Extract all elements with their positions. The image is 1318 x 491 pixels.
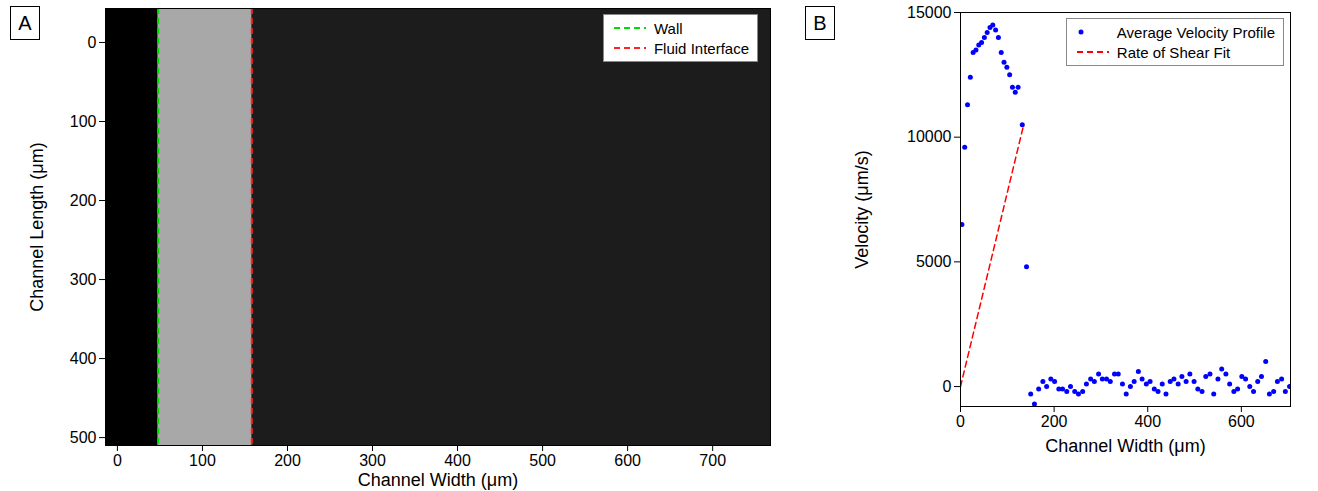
svg-text:600: 600	[1228, 413, 1255, 430]
html-text:B: B	[813, 12, 827, 34]
svg-text:0: 0	[943, 378, 952, 395]
svg-text:15000: 15000	[907, 4, 952, 21]
svg-text:300: 300	[70, 271, 97, 288]
svg-text:100: 100	[70, 113, 97, 130]
svg-text:200: 200	[274, 452, 301, 469]
svg-text:600: 600	[614, 452, 641, 469]
html-text:A: A	[18, 12, 32, 34]
svg-text:Velocity (μm/s): Velocity (μm/s)	[852, 150, 872, 268]
svg-text:500: 500	[70, 429, 97, 446]
svg-text:200: 200	[1041, 413, 1068, 430]
svg-text:0: 0	[956, 413, 965, 430]
svg-text:500: 500	[529, 452, 556, 469]
svg-text:5000: 5000	[916, 253, 952, 270]
svg-text:Channel Width (μm): Channel Width (μm)	[358, 470, 518, 490]
svg-text:400: 400	[1134, 413, 1161, 430]
svg-text:0: 0	[88, 34, 97, 51]
svg-text:0: 0	[113, 452, 122, 469]
svg-text:700: 700	[699, 452, 726, 469]
html-text:Wall: Wall	[654, 19, 683, 37]
svg-text:300: 300	[359, 452, 386, 469]
html-text:Rate of Shear Fit: Rate of Shear Fit	[1116, 43, 1231, 61]
svg-text:Channel Length (μm): Channel Length (μm)	[27, 142, 47, 311]
svg-text:10000: 10000	[907, 128, 952, 145]
svg-text:100: 100	[189, 452, 216, 469]
html-text:Fluid Interface: Fluid Interface	[654, 39, 749, 57]
svg-text:400: 400	[444, 452, 471, 469]
svg-text:200: 200	[70, 192, 97, 209]
svg-text:Channel Width (μm): Channel Width (μm)	[1045, 436, 1205, 456]
html-text:Average Velocity Profile: Average Velocity Profile	[1116, 23, 1275, 41]
svg-text:400: 400	[70, 350, 97, 367]
